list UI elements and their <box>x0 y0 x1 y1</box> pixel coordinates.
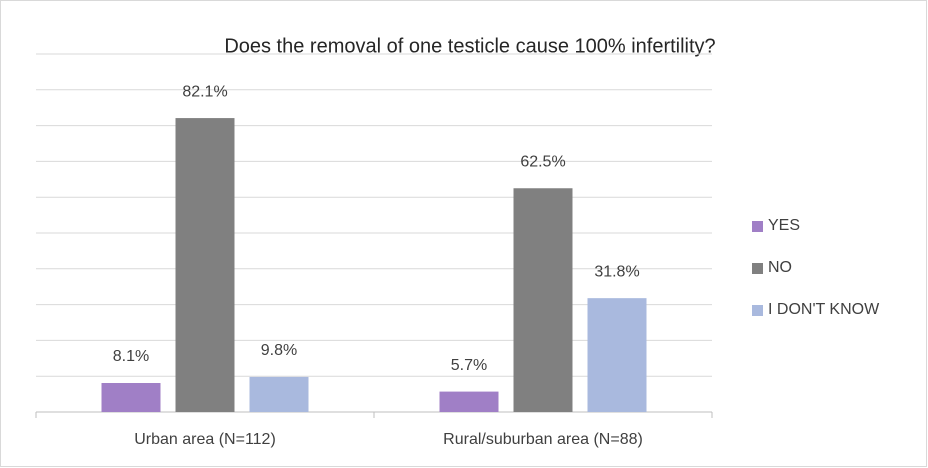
value-label: 62.5% <box>520 153 565 170</box>
value-label: 8.1% <box>113 348 149 365</box>
bar <box>513 188 573 412</box>
x-tick-label: Rural/suburban area (N=88) <box>443 431 643 448</box>
bar <box>587 298 647 412</box>
bar <box>439 391 499 412</box>
value-label: 82.1% <box>182 83 227 100</box>
value-label: 31.8% <box>594 263 639 280</box>
legend-label: I DON'T KNOW <box>768 301 880 318</box>
value-label: 9.8% <box>261 342 297 359</box>
bar <box>249 376 309 412</box>
chart-title: Does the removal of one testicle cause 1… <box>224 35 715 57</box>
legend-swatch <box>752 221 763 232</box>
legend-label: YES <box>768 217 800 234</box>
bar <box>175 118 235 412</box>
legend-label: NO <box>768 259 792 276</box>
x-tick-label: Urban area (N=112) <box>134 431 276 448</box>
legend-swatch <box>752 305 763 316</box>
legend-swatch <box>752 263 763 274</box>
bar <box>101 383 161 412</box>
value-label: 5.7% <box>451 357 487 374</box>
